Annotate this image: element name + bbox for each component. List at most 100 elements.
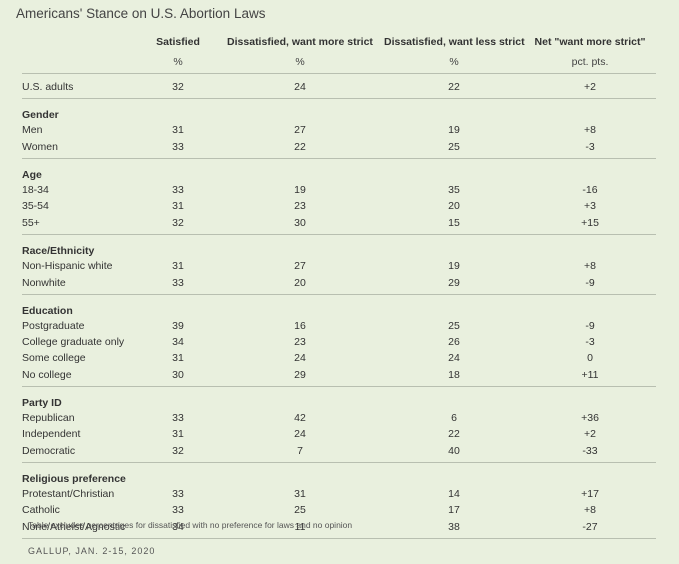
row-label: Independent <box>22 428 81 440</box>
table-row: No college 30 29 18 +11 <box>22 366 656 387</box>
cell-more-strict: 7 <box>216 442 384 463</box>
cell-less-strict: 29 <box>384 274 524 295</box>
cell-more-strict: 19 <box>294 184 306 196</box>
cell-net: +3 <box>584 200 596 212</box>
cell-less-strict: 19 <box>448 260 460 272</box>
overall-row: U.S. adults 32 24 22 +2 <box>22 73 656 99</box>
row-label: No college <box>22 366 140 387</box>
column-header-more-strict: Dissatisfied, want more strict <box>227 36 373 48</box>
table-row: 55+ 32 30 15 +15 <box>22 214 656 235</box>
cell-more-strict: 24 <box>294 352 306 364</box>
group-heading: Race/Ethnicity <box>22 245 95 257</box>
cell-less-strict: 19 <box>448 124 460 136</box>
cell-more-strict: 22 <box>216 138 384 159</box>
group-heading-row: Race/Ethnicity <box>22 235 656 259</box>
column-header-less-strict: Dissatisfied, want less strict <box>384 36 525 48</box>
column-header-net: Net "want more strict" <box>534 36 646 48</box>
cell-net: +8 <box>584 260 596 272</box>
unit-satisfied: % <box>140 51 216 74</box>
table-row: Independent 31 24 22 +2 <box>22 426 656 442</box>
row-label: Non-Hispanic white <box>22 260 113 272</box>
cell-satisfied: 34 <box>172 336 184 348</box>
cell-satisfied: 31 <box>172 200 184 212</box>
table-row: None/Atheist/Agnostic 34 11 38 -27 <box>22 518 656 539</box>
cell-more-strict: 29 <box>216 366 384 387</box>
cell-more-strict: 27 <box>294 124 306 136</box>
cell-satisfied: 31 <box>172 260 184 272</box>
cell-net: -3 <box>524 138 656 159</box>
cell-more-strict: 31 <box>294 488 306 500</box>
cell-less-strict: 6 <box>451 412 457 424</box>
cell-more-strict: 24 <box>294 428 306 440</box>
cell-less-strict: 25 <box>384 138 524 159</box>
cell-satisfied: 31 <box>172 352 184 364</box>
cell-net: +11 <box>524 366 656 387</box>
cell-satisfied: 39 <box>172 320 184 332</box>
cell-net: +2 <box>584 428 596 440</box>
cell-less-strict: 18 <box>384 366 524 387</box>
cell-net: +2 <box>524 73 656 99</box>
table-row: 18-34 33 19 35 -16 <box>22 182 656 198</box>
row-label: Some college <box>22 352 86 364</box>
table-row: Some college 31 24 24 0 <box>22 350 656 366</box>
cell-more-strict: 16 <box>294 320 306 332</box>
unit-less-strict: % <box>384 51 524 74</box>
table-row: Non-Hispanic white 31 27 19 +8 <box>22 258 656 274</box>
cell-more-strict: 30 <box>216 214 384 235</box>
cell-net: +36 <box>581 412 599 424</box>
cell-satisfied: 34 <box>140 518 216 539</box>
cell-more-strict: 27 <box>294 260 306 272</box>
cell-satisfied: 32 <box>140 73 216 99</box>
cell-more-strict: 42 <box>294 412 306 424</box>
row-label: None/Atheist/Agnostic <box>22 518 140 539</box>
group-heading-row: Party ID <box>22 387 656 411</box>
cell-satisfied: 31 <box>172 124 184 136</box>
cell-satisfied: 33 <box>172 504 184 516</box>
cell-net: 0 <box>587 352 593 364</box>
cell-less-strict: 20 <box>448 200 460 212</box>
group-heading: Party ID <box>22 397 62 409</box>
table-row: Republican 33 42 6 +36 <box>22 410 656 426</box>
cell-net: -27 <box>524 518 656 539</box>
column-header-row: Satisfied Dissatisfied, want more strict… <box>22 33 656 51</box>
row-label: Protestant/Christian <box>22 488 115 500</box>
cell-net: +17 <box>581 488 599 500</box>
row-label: Men <box>22 124 43 136</box>
row-label: 18-34 <box>22 184 49 196</box>
row-label: Republican <box>22 412 75 424</box>
source-line: GALLUP, JAN. 2-15, 2020 <box>28 546 156 556</box>
row-label: Democratic <box>22 442 140 463</box>
cell-satisfied: 33 <box>140 274 216 295</box>
row-label: Catholic <box>22 504 60 516</box>
unit-more-strict: % <box>216 51 384 74</box>
cell-less-strict: 38 <box>384 518 524 539</box>
header-label-column <box>22 33 140 51</box>
cell-more-strict: 11 <box>216 518 384 539</box>
group-heading-row: Education <box>22 295 656 319</box>
cell-satisfied: 33 <box>172 412 184 424</box>
unit-net: pct. pts. <box>524 51 656 74</box>
cell-more-strict: 24 <box>216 73 384 99</box>
row-label: U.S. adults <box>22 73 140 99</box>
table-header: Satisfied Dissatisfied, want more strict… <box>22 33 656 74</box>
table-row: Postgraduate 39 16 25 -9 <box>22 318 656 334</box>
cell-less-strict: 15 <box>384 214 524 235</box>
group-heading-row: Gender <box>22 99 656 123</box>
column-header-satisfied: Satisfied <box>156 36 200 48</box>
abortion-stance-table: Satisfied Dissatisfied, want more strict… <box>22 33 656 539</box>
table-row: Catholic 33 25 17 +8 <box>22 502 656 518</box>
cell-less-strict: 35 <box>448 184 460 196</box>
table-row: Protestant/Christian 33 31 14 +17 <box>22 486 656 502</box>
cell-satisfied: 32 <box>140 214 216 235</box>
cell-less-strict: 24 <box>448 352 460 364</box>
cell-less-strict: 22 <box>448 428 460 440</box>
row-label: Postgraduate <box>22 320 85 332</box>
cell-less-strict: 17 <box>448 504 460 516</box>
cell-net: -9 <box>585 320 595 332</box>
table-body: U.S. adults 32 24 22 +2 Gender Men 31 27 19 +8 Wome… <box>22 73 656 539</box>
row-label: Women <box>22 138 140 159</box>
units-label-cell <box>22 51 140 74</box>
cell-satisfied: 33 <box>172 184 184 196</box>
cell-net: -16 <box>582 184 598 196</box>
